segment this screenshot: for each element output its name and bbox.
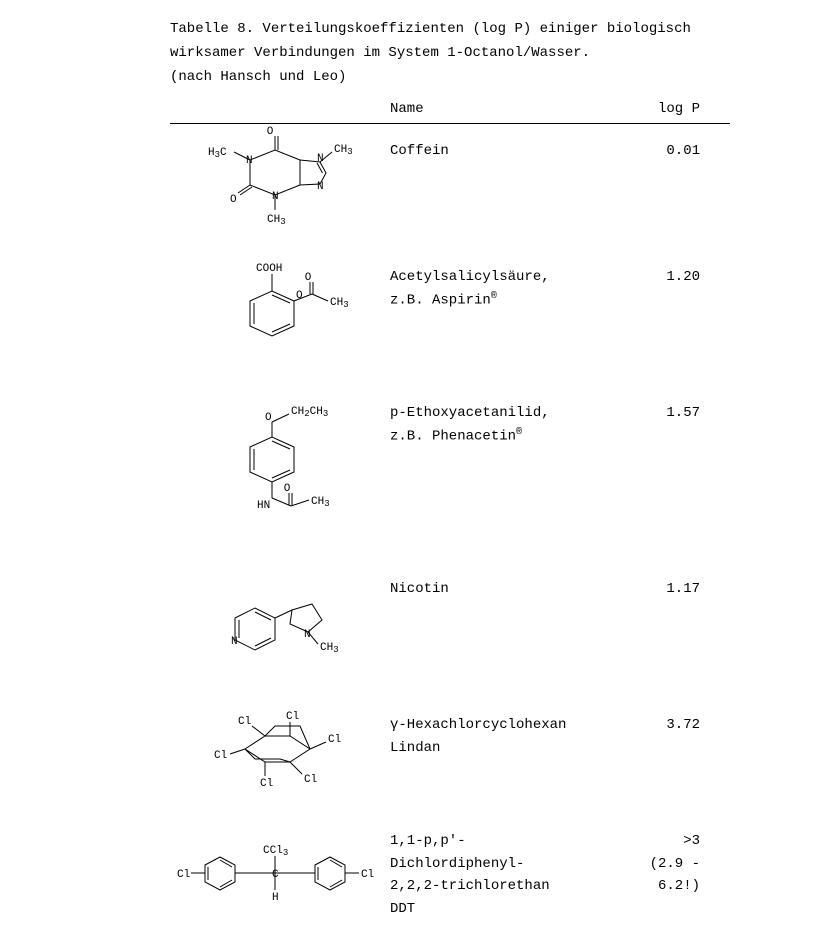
header-rule	[170, 123, 730, 124]
title-line: (nach Hansch und Leo)	[170, 66, 730, 90]
logp-line: 1.17	[600, 578, 700, 600]
logp-value: 1.57	[600, 392, 730, 424]
registered-mark: ®	[491, 291, 497, 302]
logp-line: (2.9 - 6.2!)	[600, 853, 700, 898]
name-line: Nicotin	[390, 578, 600, 600]
logp-value: 3.72	[600, 704, 730, 736]
svg-text:Cl: Cl	[361, 869, 374, 881]
svg-text:N: N	[304, 629, 311, 641]
table-title: Tabelle 8. Verteilungskoeffizienten (log…	[170, 18, 730, 89]
svg-text:O: O	[230, 194, 237, 206]
logp-line: 1.20	[600, 266, 700, 288]
table-row: Cl Cl Cl Cl Cl Cl γ-HexachlorcyclohexanL…	[170, 704, 730, 794]
name-line: Coffein	[390, 140, 600, 162]
title-line: Tabelle 8. Verteilungskoeffizienten (log…	[170, 18, 730, 42]
svg-text:CH3: CH3	[311, 496, 330, 509]
table-row: O CH2CH3 HN O CH3 p-Ethoxyacetanilid,z.B…	[170, 392, 730, 542]
title-line: wirksamer Verbindungen im System 1-Octan…	[170, 42, 730, 66]
svg-text:N: N	[231, 636, 238, 648]
table-row: COOH O O CH3 Acetylsalicylsäure,z.B. Asp…	[170, 256, 730, 366]
structure-nicotine: N N CH3	[170, 568, 390, 678]
svg-text:O: O	[284, 483, 291, 495]
svg-text:COOH: COOH	[256, 263, 282, 275]
name-line: z.B. Phenacetin®	[390, 425, 600, 448]
svg-text:O: O	[267, 126, 274, 138]
svg-text:Cl: Cl	[328, 734, 341, 746]
header-name: Name	[390, 101, 600, 117]
svg-text:Cl: Cl	[177, 869, 190, 881]
structure-phenacetin: O CH2CH3 HN O CH3	[170, 392, 390, 542]
svg-text:Cl: Cl	[260, 778, 273, 790]
logp-line: 3.72	[600, 714, 700, 736]
svg-text:HN: HN	[257, 500, 270, 512]
logp-value: >3(2.9 - 6.2!)	[600, 820, 730, 897]
svg-text:CH3: CH3	[334, 144, 353, 157]
svg-text:H: H	[272, 892, 279, 904]
svg-text:H3C: H3C	[208, 147, 227, 160]
svg-text:O: O	[296, 290, 303, 302]
compound-name: Nicotin	[390, 568, 600, 600]
name-line: 2,2,2-trichlorethan	[390, 875, 600, 897]
logp-value: 0.01	[600, 130, 730, 162]
compound-name: γ-HexachlorcyclohexanLindan	[390, 704, 600, 759]
svg-text:CH3: CH3	[267, 214, 286, 227]
name-line: z.B. Aspirin®	[390, 289, 600, 312]
svg-text:N: N	[272, 191, 279, 203]
svg-text:Cl: Cl	[286, 711, 299, 723]
logp-line: 1.57	[600, 402, 700, 424]
logp-line: >3	[600, 830, 700, 852]
svg-text:CH3: CH3	[330, 297, 349, 310]
svg-text:N: N	[246, 155, 253, 167]
svg-text:Cl: Cl	[304, 774, 317, 786]
svg-text:CCl3: CCl3	[263, 845, 288, 858]
table-row: H3C O O CH3 CH3 N N N N Coffein0.01	[170, 130, 730, 230]
name-line: γ-Hexachlorcyclohexan	[390, 714, 600, 736]
structure-lindane: Cl Cl Cl Cl Cl Cl	[170, 704, 390, 794]
logp-line: 0.01	[600, 140, 700, 162]
structure-aspirin: COOH O O CH3	[170, 256, 390, 366]
svg-text:C: C	[272, 869, 279, 881]
svg-text:CH2CH3: CH2CH3	[291, 406, 328, 419]
svg-text:Cl: Cl	[214, 750, 227, 762]
structure-caffeine: H3C O O CH3 CH3 N N N N	[170, 130, 390, 230]
svg-text:Cl: Cl	[238, 716, 251, 728]
structure-ddt: Cl Cl CCl3 H C	[170, 820, 390, 910]
header-logp: log P	[600, 101, 730, 117]
name-line: DDT	[390, 898, 600, 920]
svg-text:O: O	[265, 412, 272, 424]
table-body: H3C O O CH3 CH3 N N N N Coffein0.01 COOH…	[170, 130, 730, 920]
compound-name: Coffein	[390, 130, 600, 162]
compound-name: 1,1-p,p'-Dichlordiphenyl-2,2,2-trichlore…	[390, 820, 600, 920]
svg-text:N: N	[317, 153, 324, 165]
name-line: 1,1-p,p'-Dichlordiphenyl-	[390, 830, 600, 875]
logp-value: 1.17	[600, 568, 730, 600]
svg-text:O: O	[305, 272, 312, 284]
svg-text:CH3: CH3	[320, 642, 339, 655]
registered-mark: ®	[516, 427, 522, 438]
compound-name: Acetylsalicylsäure,z.B. Aspirin®	[390, 256, 600, 311]
table-row: Cl Cl CCl3 H C 1,1-p,p'-Dichlordiphenyl-…	[170, 820, 730, 920]
name-line: Acetylsalicylsäure,	[390, 266, 600, 288]
name-line: p-Ethoxyacetanilid,	[390, 402, 600, 424]
table-header-row: Name log P	[170, 97, 730, 123]
header-structure	[170, 101, 390, 117]
logp-value: 1.20	[600, 256, 730, 288]
table-row: N N CH3 Nicotin1.17	[170, 568, 730, 678]
name-line: Lindan	[390, 737, 600, 759]
compound-name: p-Ethoxyacetanilid,z.B. Phenacetin®	[390, 392, 600, 447]
svg-text:N: N	[317, 181, 324, 193]
